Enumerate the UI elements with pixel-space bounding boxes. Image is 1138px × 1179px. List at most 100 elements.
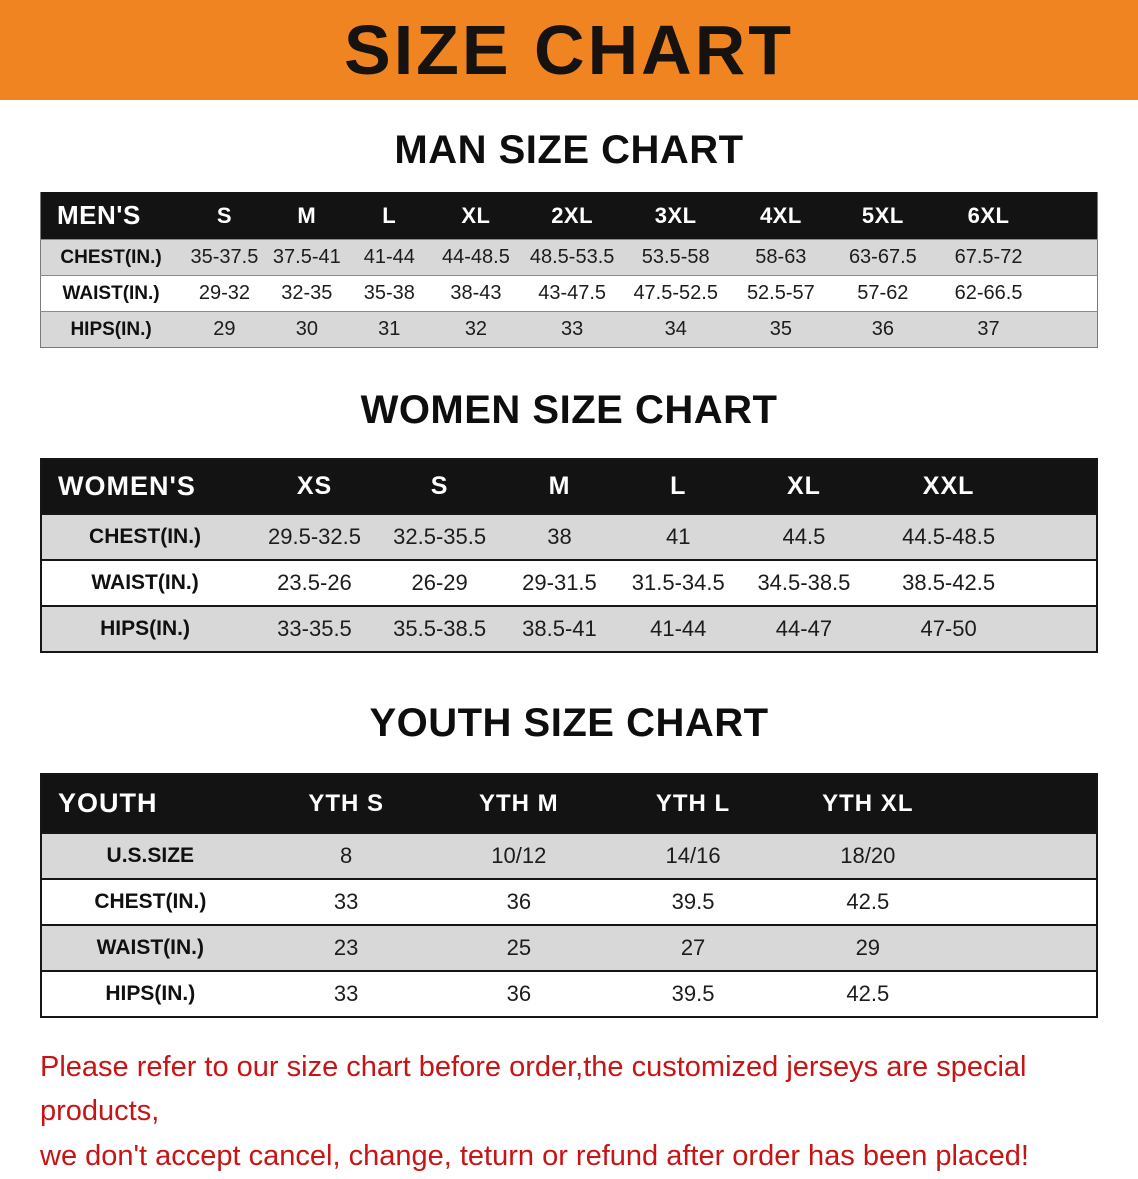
measurement-cell: 62-66.5 [932,275,1045,312]
measurement-cell: 57-62 [833,275,933,312]
measurement-cell: 44.5-48.5 [869,514,1028,560]
measurement-cell: 34.5-38.5 [737,560,870,606]
row-label: CHEST(IN.) [41,879,261,925]
measurement-cell: 47-50 [869,606,1028,652]
spacer-cell [955,774,1097,833]
size-column-header: 2XL [521,192,623,240]
spacer-cell [1027,459,1097,514]
measurement-cell: 63-67.5 [833,239,933,276]
measurement-cell: 27 [605,925,781,971]
measurement-cell: 43-47.5 [521,275,623,312]
measurement-cell: 36 [431,879,606,925]
measurement-cell: 31 [348,311,431,348]
spacer-cell [1044,239,1098,276]
measurement-cell: 29.5-32.5 [250,514,379,560]
size-column-header: XL [737,459,870,514]
measurement-cell: 58-63 [728,239,834,276]
measurement-cell: 38 [500,514,619,560]
spacer-cell [1044,311,1098,348]
measurement-row: CHEST(IN.) 29.5-32.5 32.5-35.5 38 41 44.5 44.5… [41,514,1097,560]
men-size-table: MEN'S S M L XL 2XL 3XL 4XL 5XL 6XL CHEST(IN.) 35-37… [40,192,1098,348]
measurement-cell: 33 [260,879,432,925]
measurement-cell: 10/12 [431,833,606,879]
measurement-cell: 8 [260,833,432,879]
measurement-cell: 48.5-53.5 [521,239,623,276]
size-column-header: S [183,192,266,240]
size-column-header: L [618,459,738,514]
row-label: HIPS(IN.) [41,971,261,1017]
measurement-cell: 53.5-58 [622,239,729,276]
measurement-cell: 44-48.5 [430,239,522,276]
row-label: WAIST(IN.) [41,560,251,606]
measurement-cell: 67.5-72 [932,239,1045,276]
measurement-cell: 29 [780,925,956,971]
men-section-heading: MAN SIZE CHART [394,128,744,172]
size-column-header: S [378,459,501,514]
measurement-cell: 14/16 [605,833,781,879]
women-size-table: WOMEN'S XS S M L XL XXL CHEST(IN.) 29.5-32.5 32.5… [40,458,1098,653]
measurement-row: WAIST(IN.) 29-32 32-35 35-38 38-43 43-47.5 47.… [40,275,1098,312]
size-column-header: XS [250,459,379,514]
measurement-row: U.S.SIZE 8 10/12 14/16 18/20 [41,833,1097,879]
measurement-cell: 37.5-41 [265,239,349,276]
size-chart-banner: SIZE CHART [0,0,1138,100]
row-label: WAIST(IN.) [40,275,184,312]
page-title: SIZE CHART [344,11,794,89]
women-size-section: WOMEN SIZE CHART WOMEN'S XS S M L XL XXL CHEST(… [0,388,1138,653]
row-label: CHEST(IN.) [40,239,184,276]
disclaimer-note: Please refer to our size chart before or… [0,1046,1138,1179]
men-size-section: MAN SIZE CHART MEN'S S M L XL 2XL 3XL 4XL 5XL 6XL… [0,128,1138,348]
size-column-header: YTH XL [780,774,956,833]
women-section-heading: WOMEN SIZE CHART [360,388,778,432]
measurement-cell: 29 [183,311,266,348]
measurement-cell: 38.5-42.5 [869,560,1028,606]
spacer-cell [1027,606,1097,652]
measurement-cell: 38-43 [430,275,522,312]
measurement-cell: 41-44 [618,606,738,652]
size-column-header: M [500,459,619,514]
measurement-cell: 39.5 [605,971,781,1017]
measurement-cell: 33 [521,311,623,348]
measurement-cell: 32 [430,311,522,348]
measurement-cell: 35.5-38.5 [378,606,501,652]
header-row: WOMEN'S XS S M L XL XXL [41,459,1097,514]
youth-size-section: YOUTH SIZE CHART YOUTH YTH S YTH M YTH L YTH… [0,701,1138,1018]
size-column-header: M [265,192,349,240]
measurement-cell: 30 [265,311,349,348]
measurement-cell: 44.5 [737,514,870,560]
measurement-cell: 35 [728,311,834,348]
size-column-header: 4XL [728,192,834,240]
measurement-cell: 32.5-35.5 [378,514,501,560]
measurement-row: WAIST(IN.) 23.5-26 26-29 29-31.5 31.5-34.5 34… [41,560,1097,606]
header-row: MEN'S S M L XL 2XL 3XL 4XL 5XL 6XL [40,192,1098,240]
measurement-cell: 38.5-41 [500,606,619,652]
measurement-row: WAIST(IN.) 23 25 27 29 [41,925,1097,971]
measurement-cell: 35-37.5 [183,239,266,276]
spacer-cell [955,971,1097,1017]
size-column-header: YTH L [605,774,781,833]
measurement-cell: 29-32 [183,275,266,312]
disclaimer-line-2: we don't accept cancel, change, teturn o… [40,1140,1029,1172]
measurement-cell: 26-29 [378,560,501,606]
measurement-cell: 44-47 [737,606,870,652]
size-column-header: 5XL [833,192,933,240]
measurement-cell: 36 [431,971,606,1017]
measurement-cell: 35-38 [348,275,431,312]
measurement-cell: 37 [932,311,1045,348]
header-row: YOUTH YTH S YTH M YTH L YTH XL [41,774,1097,833]
table-title-cell: WOMEN'S [41,459,251,514]
measurement-row: HIPS(IN.) 33 36 39.5 42.5 [41,971,1097,1017]
measurement-cell: 42.5 [780,879,956,925]
size-column-header: YTH S [260,774,432,833]
size-column-header: XL [430,192,522,240]
measurement-cell: 39.5 [605,879,781,925]
measurement-cell: 41 [618,514,738,560]
measurement-row: CHEST(IN.) 35-37.5 37.5-41 41-44 44-48.5 48.5… [40,239,1098,276]
size-column-header: 6XL [932,192,1045,240]
spacer-cell [955,925,1097,971]
row-label: HIPS(IN.) [41,606,251,652]
row-label: CHEST(IN.) [41,514,251,560]
measurement-row: HIPS(IN.) 33-35.5 35.5-38.5 38.5-41 41-44 44-… [41,606,1097,652]
measurement-cell: 18/20 [780,833,956,879]
table-title-cell: YOUTH [41,774,261,833]
